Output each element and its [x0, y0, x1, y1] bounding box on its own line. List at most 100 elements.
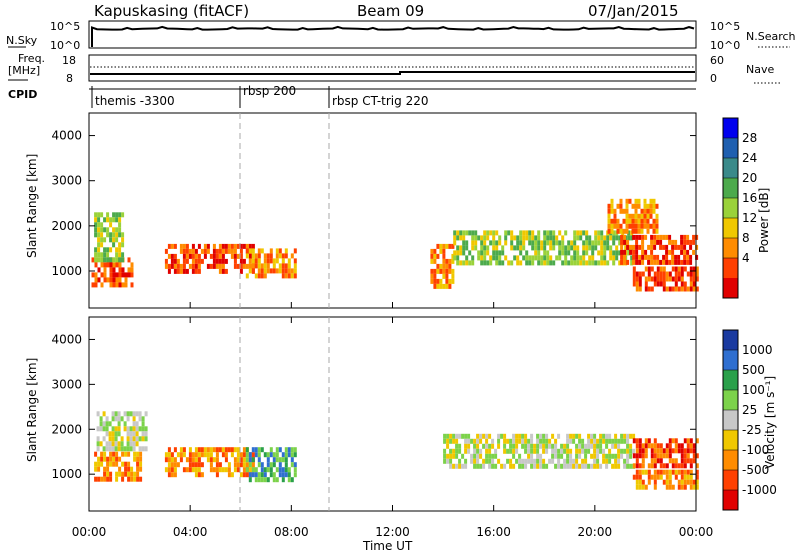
heatmap-cell [587, 433, 591, 439]
heatmap-cell [130, 262, 134, 268]
heatmap-cell [613, 208, 617, 214]
heatmap-cell [603, 260, 607, 266]
heatmap-cell [173, 243, 177, 249]
heatmap-cell [197, 467, 201, 473]
heatmap-cell [623, 259, 627, 265]
heatmap-cell [585, 250, 589, 256]
heatmap-cell [671, 469, 675, 475]
heatmap-cell [683, 469, 687, 475]
heatmap-cell [635, 286, 639, 292]
heatmap-cell [634, 203, 638, 209]
heatmap-cell [102, 436, 106, 442]
heatmap-cell [524, 433, 528, 439]
heatmap-cell [671, 463, 675, 469]
heatmap-cell [530, 433, 534, 439]
heatmap-cell [593, 463, 597, 469]
heatmap-cell [620, 234, 624, 240]
heatmap-cell [218, 462, 222, 468]
heatmap-cell [552, 240, 556, 246]
heatmap-cell [655, 203, 659, 209]
heatmap-cell [620, 448, 624, 454]
heatmap-cell [627, 235, 631, 241]
heatmap-cell [135, 436, 139, 442]
heatmap-cell [622, 208, 626, 214]
heatmap-cell [560, 448, 564, 454]
heatmap-cell [430, 273, 434, 279]
heatmap-cell [488, 458, 492, 464]
heatmap-cell [495, 240, 499, 246]
heatmap-cell [233, 447, 237, 453]
heatmap-cell [442, 243, 446, 249]
heatmap-cell [644, 281, 648, 287]
heatmap-cell [557, 433, 561, 439]
heatmap-cell [287, 258, 291, 264]
heatmap-cell [236, 467, 240, 473]
heatmap-cell [617, 448, 621, 454]
heatmap-cell [609, 245, 613, 251]
heatmap-cell [290, 253, 294, 259]
heatmap-cell [650, 463, 654, 469]
heatmap-cell [522, 230, 526, 236]
heatmap-cell [182, 447, 186, 453]
heatmap-cell [194, 447, 198, 453]
heatmap-cell [458, 463, 462, 469]
heatmap-cell [638, 479, 642, 485]
heatmap-cell [640, 228, 644, 234]
heatmap-cell [680, 271, 684, 277]
heatmap-cell [133, 476, 137, 482]
heatmap-cell [194, 472, 198, 478]
heatmap-cell [610, 228, 614, 234]
heatmap-cell [614, 463, 618, 469]
heatmap-cell [215, 462, 219, 468]
heatmap-cell [197, 452, 201, 458]
heatmap-cell [635, 479, 639, 485]
heatmap-cell [106, 257, 110, 263]
heatmap-cell [533, 448, 537, 454]
heatmap-cell [266, 258, 270, 264]
heatmap-cell [245, 462, 249, 468]
heatmap-cell [609, 235, 613, 241]
heatmap-cell [578, 438, 582, 444]
heatmap-cell [587, 443, 591, 449]
heatmap-cell [507, 230, 511, 236]
heatmap-cell [293, 447, 297, 453]
heatmap-cell [665, 259, 669, 265]
heatmap-cell [569, 453, 573, 459]
heatmap-cell [212, 248, 216, 254]
heatmap-cell [632, 281, 636, 287]
heatmap-cell [106, 262, 110, 268]
heatmap-cell [695, 266, 699, 272]
heatmap-cell [476, 448, 480, 454]
heatmap-cell [618, 240, 622, 246]
heatmap-cell [242, 258, 246, 264]
heatmap-cell [647, 463, 651, 469]
heatmap-cell [619, 228, 623, 234]
heatmap-cell [263, 477, 267, 483]
heatmap-cell [585, 245, 589, 251]
heatmap-cell [692, 239, 696, 245]
heatmap-cell [458, 433, 462, 439]
heatmap-cell [637, 228, 641, 234]
cpid-segment-2: rbsp CT-trig 220 [332, 94, 428, 108]
heatmap-cell [551, 458, 555, 464]
heatmap-cell [245, 253, 249, 259]
heatmap-cell [692, 249, 696, 255]
heatmap-cell [139, 476, 143, 482]
heatmap-cell [647, 474, 651, 480]
heatmap-cell [132, 446, 136, 452]
heatmap-cell [492, 245, 496, 251]
xtick-label-1: 04:00 [173, 525, 208, 539]
heatmap-cell [668, 479, 672, 485]
heatmap-cell [167, 452, 171, 458]
heatmap-cell [668, 474, 672, 480]
heatmap-cell [522, 245, 526, 251]
heatmap-cell [619, 203, 623, 209]
heatmap-cell [91, 272, 95, 278]
heatmap-cell [659, 259, 663, 265]
heatmap-cell [638, 244, 642, 250]
beam-title: Beam 09 [357, 2, 424, 20]
heatmap-cell [242, 457, 246, 463]
heatmap-cell [194, 462, 198, 468]
heatmap-cell [290, 462, 294, 468]
heatmap-cell [618, 260, 622, 266]
